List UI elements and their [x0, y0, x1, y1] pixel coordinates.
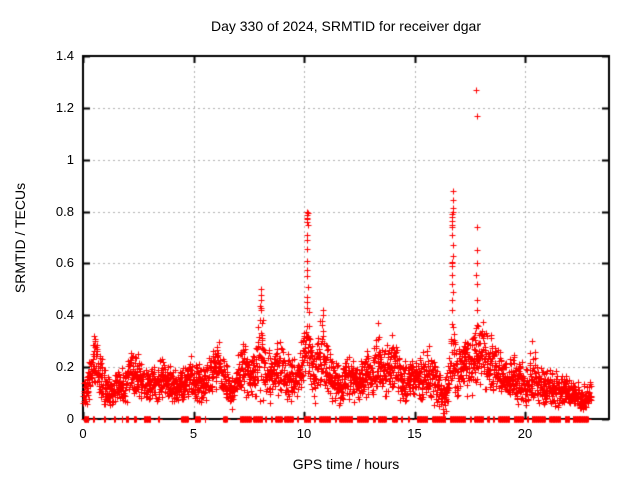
y-tick-label: 0.8	[55, 203, 74, 219]
x-tick-label: 20	[517, 426, 533, 441]
chart-title: Day 330 of 2024, SRMTID for receiver dga…	[210, 18, 481, 34]
y-tick-label: 0.6	[55, 255, 74, 271]
x-axis-label: GPS time / hours	[292, 456, 400, 472]
y-tick-label: 0	[66, 411, 74, 426]
x-tick-label: 5	[189, 426, 198, 441]
x-tick-label: 10	[296, 426, 312, 441]
x-tick-label: 15	[407, 426, 422, 441]
y-tick-label: 1.2	[55, 99, 74, 115]
x-tick-label: 0	[79, 426, 87, 441]
y-tick-label: 1.4	[55, 48, 74, 63]
y-tick-label: 0.2	[55, 359, 74, 375]
y-tick-label: 1	[66, 151, 74, 167]
y-tick-label: 0.4	[55, 307, 74, 323]
y-axis-label: SRMTID / TECUs	[12, 182, 28, 294]
